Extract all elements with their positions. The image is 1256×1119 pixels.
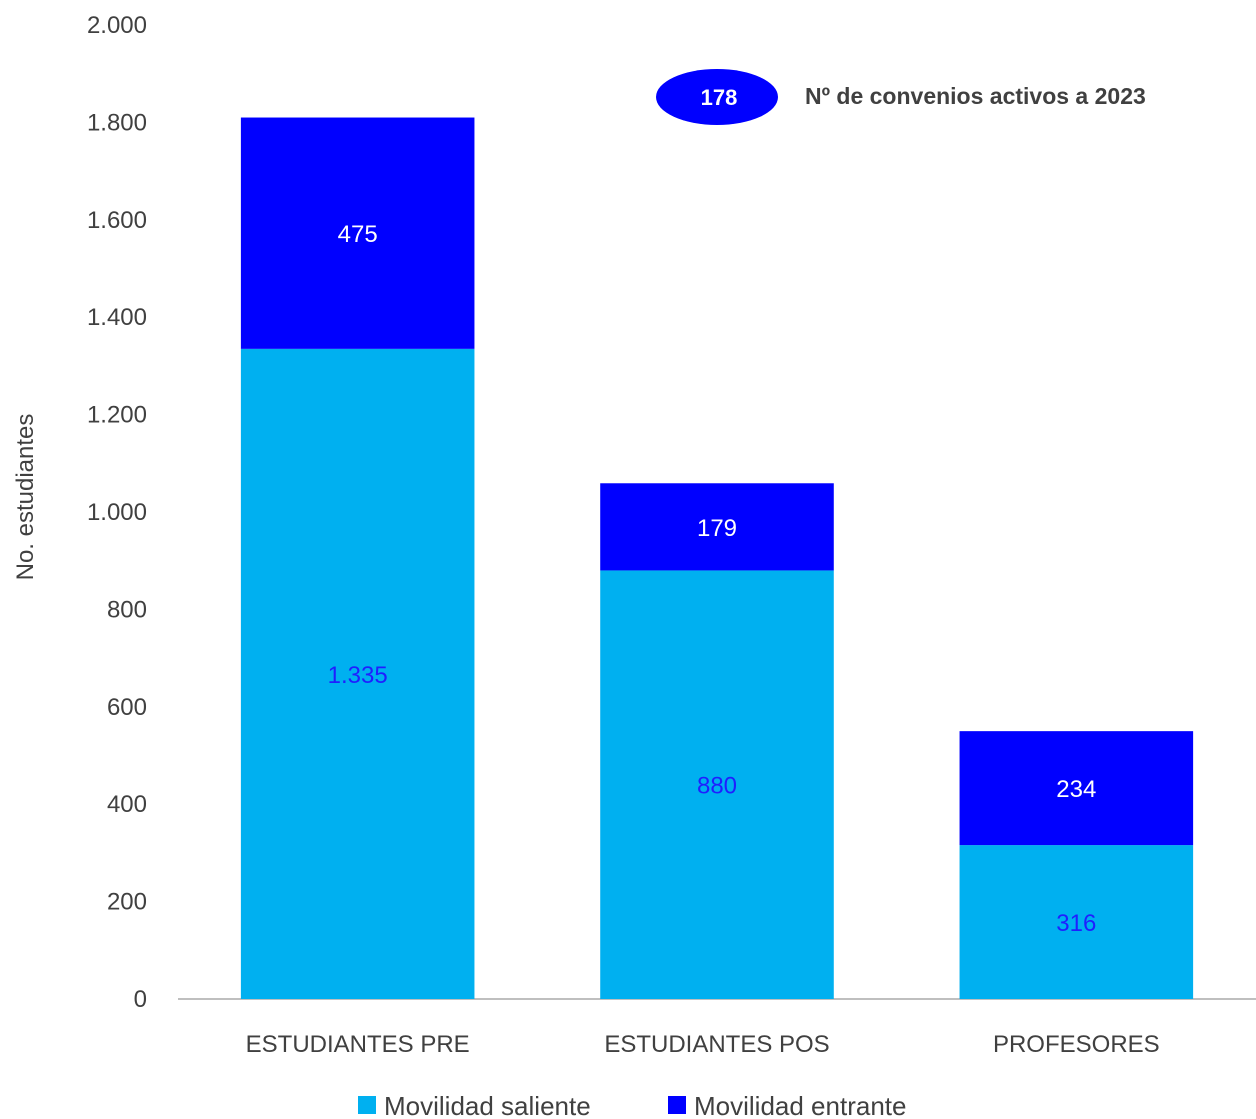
data-label: 179 (697, 515, 737, 542)
x-tick-label: ESTUDIANTES POS (604, 1031, 829, 1058)
data-label: 475 (338, 221, 378, 248)
bar-segment (959, 731, 1194, 846)
bar-segment (240, 117, 475, 349)
y-tick-label: 2.000 (87, 12, 147, 39)
legend-label-entrante: Movilidad entrante (694, 1091, 906, 1119)
y-tick-label: 1.000 (87, 499, 147, 526)
y-tick-label: 800 (107, 596, 147, 623)
annotation: 178 Nº de convenios activos a 2023 (656, 69, 1146, 125)
legend: Movilidad saliente Movilidad entrante (358, 1091, 906, 1119)
y-tick-label: 200 (107, 889, 147, 916)
x-tick-label: PROFESORES (993, 1031, 1160, 1058)
y-tick-label: 600 (107, 694, 147, 721)
legend-label-saliente: Movilidad saliente (384, 1091, 591, 1119)
legend-swatch-saliente (358, 1096, 376, 1114)
bars: 1.335 475 880 179 316 234 (240, 117, 1194, 1000)
bar-segment (959, 845, 1194, 999)
y-tick-label: 400 (107, 791, 147, 818)
y-tick-label: 1.400 (87, 304, 147, 331)
y-tick-label: 1.600 (87, 207, 147, 234)
bar-segment (240, 348, 475, 1000)
y-tick-label: 1.200 (87, 402, 147, 429)
x-tick-label: ESTUDIANTES PRE (246, 1031, 470, 1058)
convenios-note: Nº de convenios activos a 2023 (805, 83, 1146, 109)
y-tick-label: 1.800 (87, 109, 147, 136)
convenios-badge (656, 69, 778, 125)
y-tick-label: 0 (134, 986, 147, 1013)
convenios-badge-value: 178 (701, 85, 738, 110)
y-axis-title: No. estudiantes (12, 414, 39, 581)
x-axis: ESTUDIANTES PRE ESTUDIANTES POS PROFESORES (246, 1031, 1160, 1058)
data-label: 1.335 (328, 662, 388, 689)
bar-segment (600, 483, 834, 571)
data-label: 880 (697, 773, 737, 800)
data-label: 234 (1056, 776, 1096, 803)
legend-swatch-entrante (668, 1096, 686, 1114)
data-label: 316 (1056, 910, 1096, 937)
bar-segment (600, 570, 834, 999)
y-axis: 0 200 400 600 800 1.000 1.200 1.400 1.600 1.800 2.… (87, 12, 147, 1013)
